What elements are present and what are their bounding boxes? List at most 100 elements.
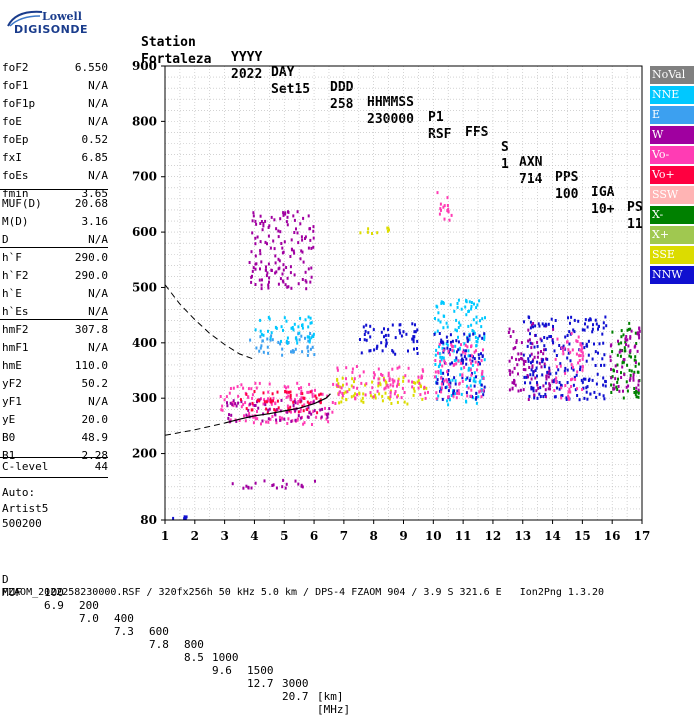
echo-point: [366, 230, 369, 234]
echo-point: [384, 333, 387, 337]
echo-point: [468, 300, 471, 304]
echo-point: [262, 333, 265, 337]
echo-point: [437, 370, 440, 374]
echo-point: [517, 372, 519, 376]
echo-point: [285, 395, 288, 399]
echo-point: [414, 323, 416, 327]
echo-point: [603, 363, 606, 367]
echo-point: [546, 336, 549, 340]
echo-point: [583, 346, 586, 350]
echo-point: [412, 338, 415, 342]
echo-point: [440, 338, 443, 342]
echo-point: [414, 330, 417, 334]
echo-point: [274, 412, 276, 416]
echo-point: [479, 319, 481, 323]
echo-point: [461, 357, 464, 361]
echo-point: [262, 350, 265, 354]
echo-point: [609, 355, 612, 359]
echo-point: [282, 268, 285, 272]
echo-point: [508, 359, 511, 363]
echo-point: [403, 400, 406, 404]
echo-point: [297, 241, 300, 245]
echo-point: [259, 240, 262, 244]
echo-point: [255, 222, 258, 226]
echo-point: [454, 392, 457, 396]
echo-point: [295, 336, 298, 340]
echo-point: [591, 357, 594, 361]
echo-point: [268, 317, 271, 321]
echo-point: [232, 404, 235, 408]
echo-point: [536, 340, 539, 344]
echo-point: [259, 335, 262, 339]
echo-point: [312, 332, 315, 336]
echo-point: [446, 340, 449, 343]
echo-point: [564, 371, 567, 375]
echo-point: [259, 222, 262, 225]
y-tick-label: 400: [132, 336, 157, 350]
param-value: N/A: [88, 305, 108, 318]
echo-point: [326, 413, 328, 417]
echo-point: [296, 341, 299, 345]
echo-point: [534, 333, 537, 337]
echo-point: [452, 389, 454, 393]
echo-point: [460, 367, 463, 371]
echo-point: [530, 346, 533, 350]
echo-point: [456, 329, 458, 333]
param-name: MUF(D): [2, 197, 42, 210]
echo-point: [439, 359, 442, 363]
echo-point: [467, 324, 470, 328]
echo-point: [447, 383, 450, 386]
y-tick-label: 200: [132, 447, 157, 461]
echo-point: [594, 318, 597, 322]
echo-point: [289, 395, 292, 399]
echo-point: [568, 387, 571, 391]
echo-point: [618, 389, 621, 393]
echo-point: [511, 381, 514, 385]
legend-item: E: [650, 106, 694, 124]
echo-point: [342, 391, 345, 395]
echo-point: [471, 359, 474, 363]
echo-point: [306, 346, 309, 350]
echo-point: [273, 247, 276, 251]
echo-point: [446, 380, 449, 384]
echo-point: [637, 370, 640, 374]
echo-point: [452, 363, 455, 367]
echo-point: [304, 336, 306, 340]
echo-point: [402, 376, 405, 380]
echo-point: [346, 390, 349, 394]
echo-point: [247, 485, 250, 489]
echo-point: [442, 326, 445, 330]
echo-point: [254, 283, 257, 286]
echo-point: [629, 373, 632, 377]
echo-point: [302, 216, 305, 220]
echo-point: [530, 361, 532, 365]
echo-point: [367, 227, 370, 231]
echo-point: [341, 394, 344, 398]
echo-point: [231, 403, 234, 407]
echo-point: [296, 418, 299, 422]
echo-point: [560, 386, 563, 390]
echo-point: [466, 336, 469, 340]
echo-point: [603, 397, 606, 401]
echo-point: [581, 347, 584, 351]
echo-point: [529, 326, 532, 330]
echo-point: [384, 386, 387, 390]
echo-point: [307, 349, 310, 353]
echo-point: [258, 278, 261, 282]
echo-point: [517, 389, 520, 393]
param-row: MUF(D) 20.68: [2, 195, 108, 213]
echo-point: [629, 335, 632, 339]
echo-point: [545, 357, 548, 361]
echo-point: [602, 326, 605, 330]
param-row: foF1 N/A: [2, 77, 108, 95]
echo-point: [533, 396, 536, 400]
echo-point: [558, 381, 561, 384]
echo-point: [446, 370, 449, 374]
echo-point: [637, 333, 640, 337]
y-tick-label: 600: [132, 225, 157, 239]
echo-point: [633, 391, 636, 394]
echo-point: [359, 231, 362, 235]
echo-point: [530, 323, 533, 327]
param-row: h`F2 290.0: [2, 267, 108, 285]
echo-point: [440, 371, 443, 375]
